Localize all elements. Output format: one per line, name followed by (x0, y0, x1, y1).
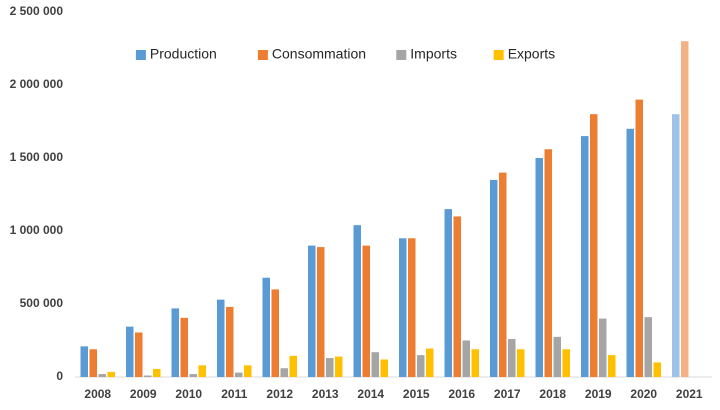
x-tick-label: 2009 (130, 387, 157, 401)
x-tick-label: 2020 (630, 387, 657, 401)
x-tick-label: 2017 (494, 387, 521, 401)
legend-label: Imports (410, 46, 457, 62)
bar (271, 289, 279, 377)
bar (535, 158, 543, 377)
y-tick-label: 500 000 (20, 296, 64, 310)
legend-swatch (396, 50, 407, 60)
bar (308, 245, 316, 377)
y-tick-label: 0 (56, 369, 63, 383)
bar (98, 374, 106, 377)
bar (89, 349, 97, 377)
bar (217, 299, 225, 377)
bar (581, 136, 589, 377)
x-tick-label: 2010 (175, 387, 202, 401)
y-tick-label: 1 000 000 (10, 223, 64, 237)
bar (262, 277, 270, 377)
bar (471, 349, 479, 377)
bar (462, 340, 470, 377)
bar (417, 355, 425, 377)
y-tick-label: 2 000 000 (10, 77, 64, 91)
bar (153, 368, 161, 377)
legend-swatch (257, 50, 268, 60)
x-tick-label: 2015 (403, 387, 430, 401)
bar (653, 362, 661, 377)
bar (408, 238, 416, 377)
legend-label: Consommation (272, 46, 366, 62)
bar (353, 225, 361, 377)
bar (235, 372, 243, 377)
legend-label: Exports (508, 46, 555, 62)
x-tick-label: 2014 (357, 387, 384, 401)
bar (226, 306, 234, 377)
bar (107, 371, 115, 377)
bar (326, 358, 334, 377)
bar (508, 339, 516, 377)
bar (171, 308, 179, 377)
legend-swatch (493, 50, 504, 60)
legend: Production Consommation Imports Exports (135, 46, 555, 62)
bar (399, 238, 407, 377)
bar (499, 172, 507, 377)
legend-label: Production (150, 46, 217, 62)
bar (490, 179, 498, 377)
bar (126, 326, 134, 377)
bar (189, 374, 197, 377)
bar (426, 348, 434, 377)
bar (444, 209, 452, 377)
bar (517, 349, 525, 377)
bar (553, 336, 561, 377)
bar (135, 332, 143, 377)
x-tick-label: 2021 (676, 387, 703, 401)
legend-swatch (135, 50, 146, 60)
bar (599, 318, 607, 377)
bar (644, 317, 652, 377)
bar (590, 114, 598, 377)
bar (544, 149, 552, 377)
bar (380, 359, 388, 377)
bar (453, 216, 461, 377)
bar (562, 349, 570, 377)
bar (244, 365, 252, 377)
bar (362, 245, 370, 377)
x-tick-label: 2011 (221, 387, 247, 401)
bar (371, 352, 379, 377)
bar (608, 355, 616, 377)
bar (635, 99, 643, 377)
bar (672, 114, 680, 377)
bar (289, 355, 297, 377)
y-tick-label: 1 500 000 (10, 150, 64, 164)
bar (317, 247, 325, 377)
bar (80, 346, 88, 377)
y-tick-label: 2 500 000 (10, 4, 64, 18)
x-tick-label: 2013 (312, 387, 339, 401)
bar (180, 317, 188, 377)
bar (681, 41, 689, 377)
bar (280, 368, 288, 377)
bar (144, 375, 152, 377)
x-tick-label: 2019 (585, 387, 612, 401)
x-tick-label: 2018 (539, 387, 566, 401)
x-tick-label: 2012 (266, 387, 293, 401)
bar (335, 356, 343, 377)
bar (198, 365, 206, 377)
x-tick-label: 2016 (448, 387, 475, 401)
x-tick-label: 2008 (84, 387, 111, 401)
bar (626, 128, 634, 377)
